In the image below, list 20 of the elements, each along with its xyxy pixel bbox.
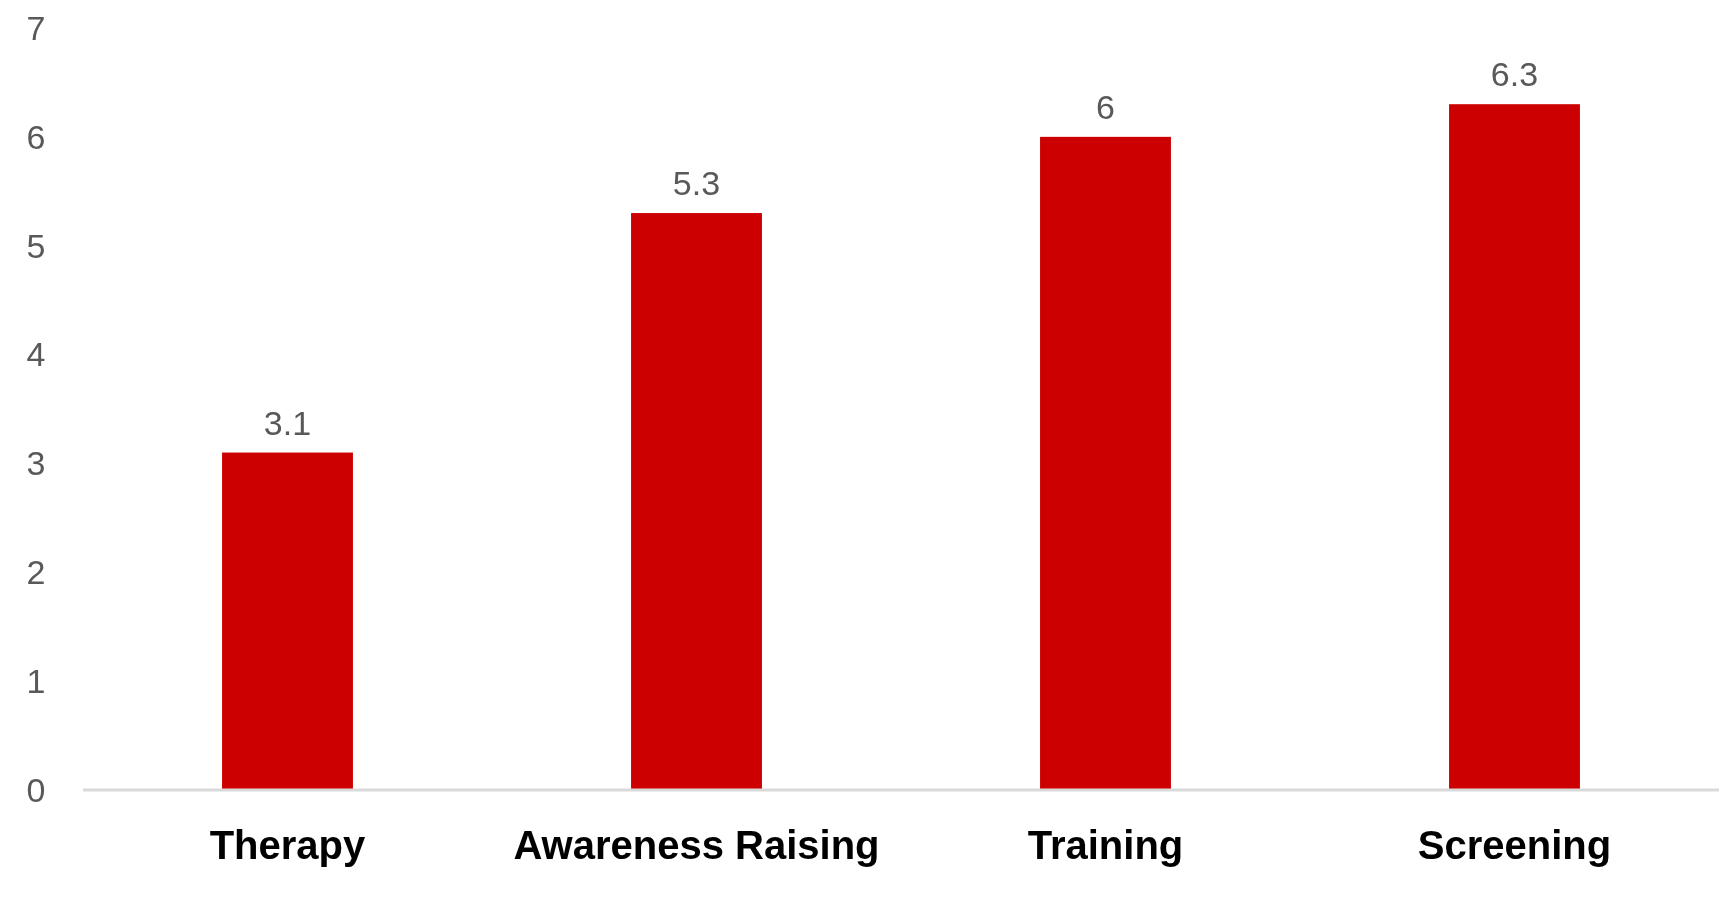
bar <box>1449 104 1580 790</box>
bar <box>222 452 353 790</box>
x-tick-label: Awareness Raising <box>513 823 880 867</box>
y-tick-label: 2 <box>26 553 46 592</box>
data-label: 6.3 <box>1490 55 1539 94</box>
y-tick-label: 5 <box>26 226 46 265</box>
x-tick-label: Therapy <box>209 823 367 867</box>
data-label: 6 <box>1096 87 1115 126</box>
y-tick-label: 4 <box>26 335 46 374</box>
y-tick-label: 3 <box>26 444 46 483</box>
bar <box>631 213 762 790</box>
data-label: 5.3 <box>672 164 721 203</box>
y-tick-label: 1 <box>26 662 46 701</box>
bar <box>1040 136 1171 790</box>
y-tick-label: 0 <box>26 770 46 809</box>
data-label: 3.1 <box>263 403 312 442</box>
y-tick-label: 6 <box>26 117 46 156</box>
y-tick-label: 7 <box>26 8 46 47</box>
x-tick-label: Screening <box>1417 823 1612 867</box>
x-tick-label: Training <box>1027 823 1184 867</box>
